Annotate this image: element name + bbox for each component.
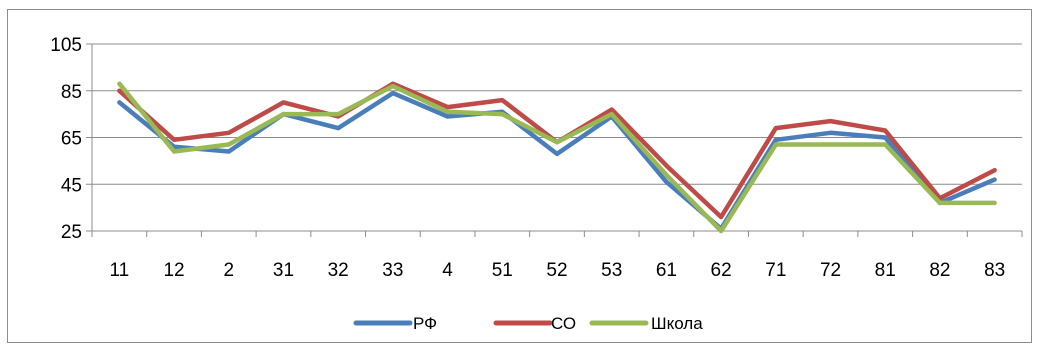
x-tick-label: 33 [382,260,403,281]
x-tick-label: 71 [765,260,786,281]
x-tick-label: 51 [492,260,513,281]
series-line-Школа [117,81,997,234]
x-tick-label: 53 [601,260,622,281]
series-line-РФ [117,90,997,231]
y-tick-label: 25 [61,222,82,243]
x-tick-label: 83 [984,260,1005,281]
legend-label: Школа [651,314,703,333]
series-lines [117,81,997,234]
chart-frame [7,9,1032,343]
legend: РФ СО Школа [353,314,703,333]
x-tick-label: 61 [656,260,677,281]
gridlines [92,43,1022,185]
x-tick-label: 11 [109,260,129,281]
x-tick-label: 82 [929,260,950,281]
x-tick-label: 4 [442,260,453,281]
x-tick-labels: 11 12 2 31 32 33 4 51 52 53 61 62 71 72 81 82 83 [109,260,1005,281]
x-tick-label: 2 [223,260,234,281]
y-tick-label: 105 [50,35,82,56]
y-tick-label: 85 [61,82,82,103]
x-tick-label: 52 [546,260,567,281]
legend-label: РФ [413,314,437,333]
y-tick-label: 45 [61,175,82,196]
y-tick-labels: 25 45 65 85 105 [50,35,82,243]
x-tick-label: 72 [820,260,841,281]
x-tick-label: 31 [273,260,294,281]
x-tick-label: 62 [711,260,732,281]
x-tick-label: 12 [163,260,184,281]
legend-label: СО [551,314,576,333]
x-tick-label: 32 [328,260,349,281]
axes [86,43,1023,237]
y-tick-label: 65 [61,129,82,150]
series-line-СО [117,81,997,220]
x-tick-label: 81 [875,260,896,281]
